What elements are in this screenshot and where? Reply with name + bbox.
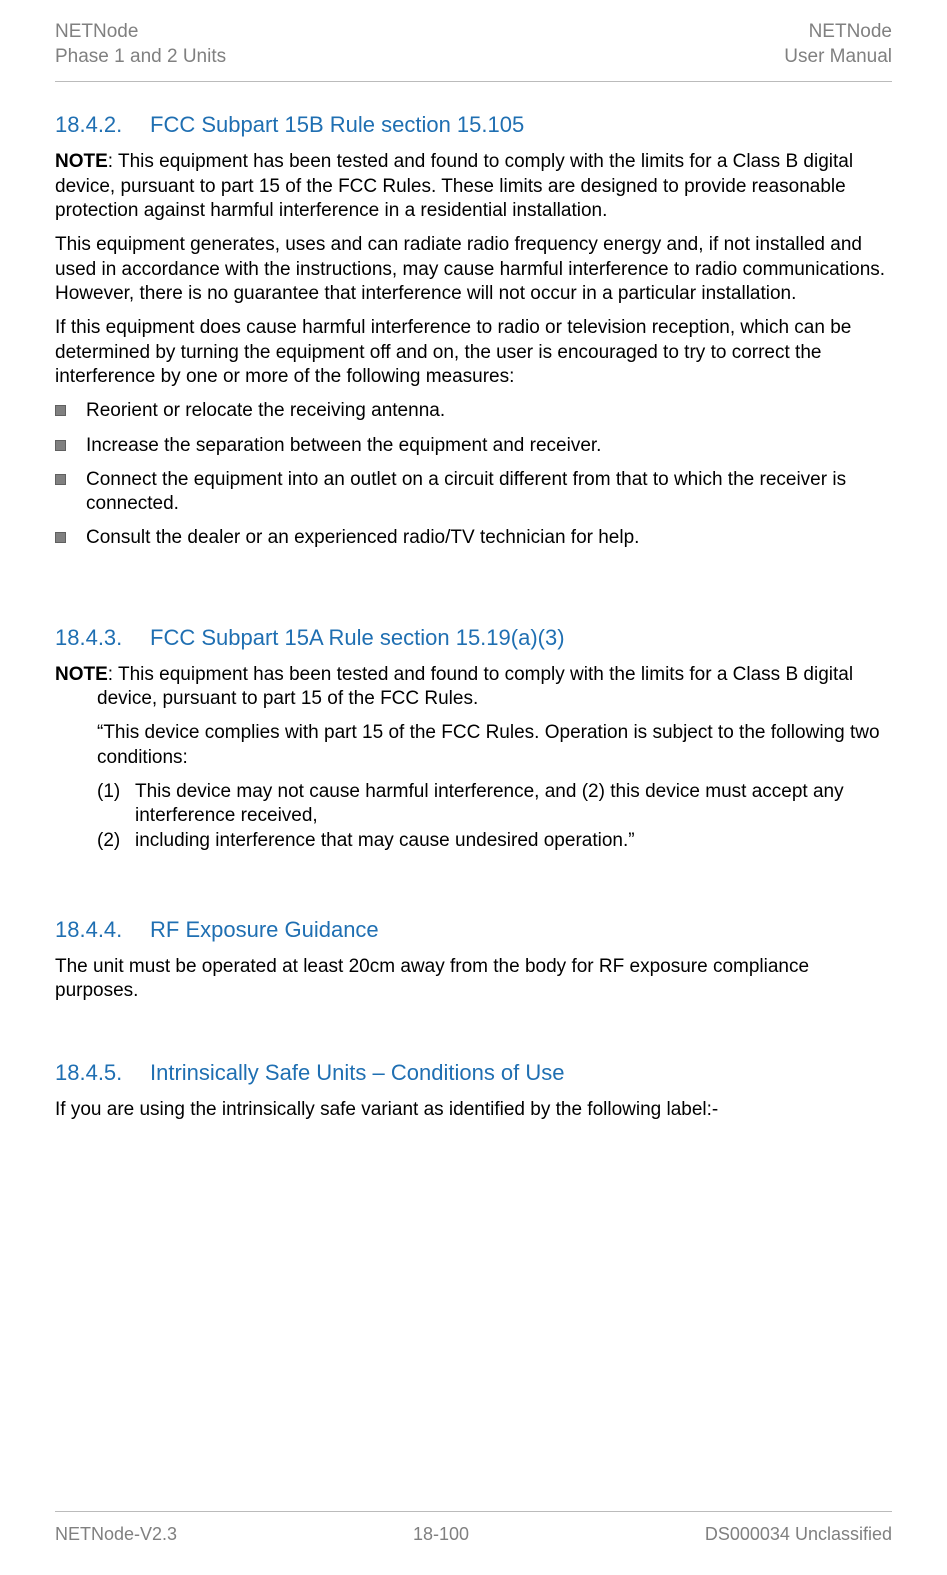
section-heading-18-4-4: 18.4.4.RF Exposure Guidance — [55, 917, 892, 943]
list-item: Connect the equipment into an outlet on … — [55, 468, 892, 517]
section-heading-18-4-5: 18.4.5.Intrinsically Safe Units – Condit… — [55, 1060, 892, 1086]
square-bullet-icon — [55, 532, 66, 543]
header-subtitle: Phase 1 and 2 Units — [55, 45, 226, 70]
note-para: NOTE: This equipment has been tested and… — [97, 663, 892, 712]
square-bullet-icon — [55, 474, 66, 485]
section-heading-18-4-3: 18.4.3.FCC Subpart 15A Rule section 15.1… — [55, 625, 892, 651]
bullet-text: Consult the dealer or an experienced rad… — [86, 526, 892, 550]
square-bullet-icon — [55, 405, 66, 416]
spacer — [55, 561, 892, 597]
bullet-list: Reorient or relocate the receiving anten… — [55, 399, 892, 551]
list-item: Increase the separation between the equi… — [55, 434, 892, 458]
list-number: (1) — [97, 780, 135, 829]
section-title: FCC Subpart 15A Rule section 15.19(a)(3) — [150, 625, 565, 650]
list-text: This device may not cause harmful interf… — [135, 780, 892, 829]
list-item: Consult the dealer or an experienced rad… — [55, 526, 892, 550]
body-para: This equipment generates, uses and can r… — [55, 233, 892, 306]
section-number: 18.4.5. — [55, 1060, 150, 1086]
list-number: (2) — [97, 829, 135, 853]
section-title: RF Exposure Guidance — [150, 917, 379, 942]
section-heading-18-4-2: 18.4.2.FCC Subpart 15B Rule section 15.1… — [55, 112, 892, 138]
note-label: NOTE — [55, 664, 108, 685]
section-number: 18.4.2. — [55, 112, 150, 138]
header-left: NETNode Phase 1 and 2 Units — [55, 20, 226, 69]
note-text: : This equipment has been tested and fou… — [97, 664, 853, 709]
numbered-list: (1) This device may not cause harmful in… — [97, 780, 892, 853]
footer-doc-id: DS000034 Unclassified — [705, 1524, 892, 1545]
section-title: FCC Subpart 15B Rule section 15.105 — [150, 112, 524, 137]
section-title: Intrinsically Safe Units – Conditions of… — [150, 1060, 565, 1085]
list-item: (2) including interference that may caus… — [97, 829, 892, 853]
header-product: NETNode — [55, 20, 226, 45]
note-text: : This equipment has been tested and fou… — [55, 151, 853, 221]
header-right: NETNode User Manual — [784, 20, 892, 69]
page-footer: NETNode-V2.3 18-100 DS000034 Unclassifie… — [55, 1511, 892, 1545]
list-text: including interference that may cause un… — [135, 829, 635, 853]
note-para: NOTE: This equipment has been tested and… — [55, 150, 892, 223]
header-doctype: User Manual — [784, 45, 892, 70]
page-header: NETNode Phase 1 and 2 Units NETNode User… — [55, 20, 892, 82]
quote-para: “This device complies with part 15 of th… — [97, 721, 892, 770]
body-para: If this equipment does cause harmful int… — [55, 316, 892, 389]
bullet-text: Increase the separation between the equi… — [86, 434, 892, 458]
list-item: Reorient or relocate the receiving anten… — [55, 399, 892, 423]
section-number: 18.4.4. — [55, 917, 150, 943]
footer-page-number: 18-100 — [413, 1524, 469, 1545]
spacer — [55, 1014, 892, 1032]
header-product-r: NETNode — [784, 20, 892, 45]
bullet-text: Reorient or relocate the receiving anten… — [86, 399, 892, 423]
spacer — [55, 853, 892, 889]
body-para: The unit must be operated at least 20cm … — [55, 955, 892, 1004]
bullet-text: Connect the equipment into an outlet on … — [86, 468, 892, 517]
list-item: (1) This device may not cause harmful in… — [97, 780, 892, 829]
square-bullet-icon — [55, 440, 66, 451]
body-para: If you are using the intrinsically safe … — [55, 1098, 892, 1122]
footer-version: NETNode-V2.3 — [55, 1524, 177, 1545]
section-number: 18.4.3. — [55, 625, 150, 651]
note-label: NOTE — [55, 151, 108, 172]
